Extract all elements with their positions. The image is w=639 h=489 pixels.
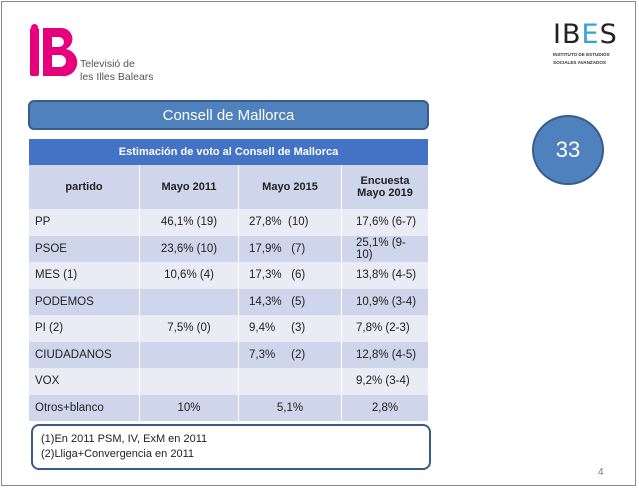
cell-2015: 7,3% (2) [238,341,342,368]
badge-number: 33 [555,137,581,162]
cell-party: MES (1) [29,262,140,289]
cell-2019: 9,2% (3-4) [341,368,428,395]
cell-2011: 7,5% (0) [139,315,239,342]
cell-2015: 14,3% (5) [238,288,342,315]
ibes-subtitle-1: INSTITUTO DE ESTUDIOS [553,52,610,57]
ib3-logo [30,24,78,77]
table-header-row: partido Mayo 2011 Mayo 2015 Encuesta Mayo… [29,165,428,209]
cell-2015: 17,9% (7) [238,235,342,262]
table-row: VOX 9,2% (3-4) [29,368,428,395]
cell-2015: 17,3% (6) [238,262,342,289]
ibes-subtitle-2: SOCIALES AVANZADOS [553,60,606,65]
header-mayo-2011: Mayo 2011 [139,165,239,209]
cell-party: PODEMOS [29,288,140,315]
header-encuesta: Encuesta [360,175,410,187]
table-row: Otros+blanco 10% 5,1% 2,8% [29,394,428,421]
ibes-logo: IBES INSTITUTO DE ESTUDIOS SOCIALES AVAN… [553,20,619,66]
cell-2011: 10,6% (4) [139,262,239,289]
cell-party: PP [29,209,140,236]
ib3-brand-line1: Televisió de [80,58,135,70]
table-row: PSOE 23,6% (10) 17,9% (7) 25,1% (9-10) [29,235,428,262]
cell-2011: 10% [139,394,239,421]
footnote-1: (1)En 2011 PSM, IV, ExM en 2011 [41,433,208,445]
ibes-word-ib: IB [553,19,582,50]
cell-2015 [238,368,342,395]
table-row: PI (2) 7,5% (0) 9,4% (3) 7,8% (2-3) [29,315,428,342]
slide-title-bar: Consell de Mallorca [28,100,429,130]
ib3-brand-line2: les Illes Balears [80,71,154,83]
cell-2019: 7,8% (2-3) [341,315,428,342]
cell-party: CIUDADANOS [29,341,140,368]
slide-title: Consell de Mallorca [162,106,295,124]
cell-party: PI (2) [29,315,140,342]
header-partido: partido [29,165,140,209]
cell-2019: 25,1% (9-10) [341,235,428,262]
cell-party: PSOE [29,235,140,262]
header-mayo-2019: Mayo 2019 [357,187,413,199]
cell-2011: 46,1% (19) [139,209,239,236]
cell-2019: 2,8% [341,394,428,421]
ib3-brand-text: Televisió de les Illes Balears [80,58,154,84]
table-row: CIUDADANOS 7,3% (2) 12,8% (4-5) [29,341,428,368]
footnotes-box: (1)En 2011 PSM, IV, ExM en 2011 (2)Lliga… [31,424,431,470]
cell-2019: 13,8% (4-5) [341,262,428,289]
cell-2019: 10,9% (3-4) [341,288,428,315]
header-mayo-2015: Mayo 2015 [238,165,342,209]
ibes-word-s: S [599,19,618,50]
cell-party: VOX [29,368,140,395]
cell-2015: 9,4% (3) [238,315,342,342]
cell-2015: 5,1% [238,394,342,421]
cell-2011 [139,341,239,368]
ibes-word-e: E [581,19,600,50]
cell-2011 [139,288,239,315]
table-row: PODEMOS 14,3% (5) 10,9% (3-4) [29,288,428,315]
cell-2019: 12,8% (4-5) [341,341,428,368]
cell-2011 [139,368,239,395]
table-row: MES (1) 10,6% (4) 17,3% (6) 13,8% (4-5) [29,262,428,289]
cell-party: Otros+blanco [29,394,140,421]
header-encuesta-2019: Encuesta Mayo 2019 [341,165,428,209]
results-table: Estimación de voto al Consell de Mallorc… [29,139,428,421]
table-row: PP 46,1% (19) 27,8% (10) 17,6% (6-7) [29,209,428,236]
footnote-2: (2)Lliga+Convergencia en 2011 [41,448,194,460]
ibes-wordmark: IBES [553,20,619,50]
page-number: 4 [598,467,604,478]
table-caption: Estimación de voto al Consell de Mallorc… [29,139,428,165]
cell-2015: 27,8% (10) [238,209,342,236]
cell-2019: 17,6% (6-7) [341,209,428,236]
number-badge: 33 [532,115,604,185]
cell-2011: 23,6% (10) [139,235,239,262]
